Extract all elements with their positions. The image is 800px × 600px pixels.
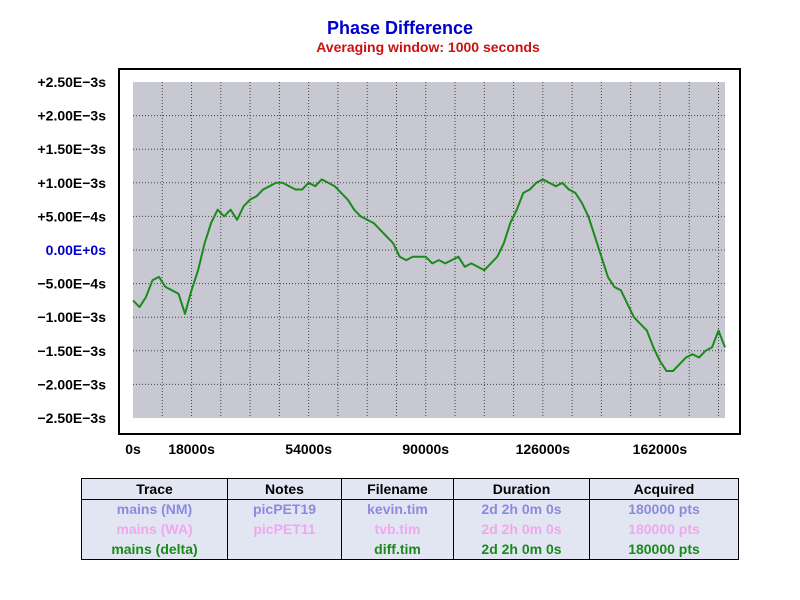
legend-notes: picPET19: [227, 499, 342, 520]
grid-lines: [133, 82, 725, 418]
legend-acquired: 180000 pts: [589, 539, 739, 560]
legend-filename: diff.tim: [341, 539, 454, 560]
legend-row: mains (NM) picPET19 kevin.tim 2d 2h 0m 0…: [82, 499, 739, 520]
y-tick-label: +5.00E−4s: [37, 208, 106, 224]
legend-duration: 2d 2h 0m 0s: [453, 499, 590, 520]
y-tick-label: −2.00E−3s: [37, 376, 106, 392]
legend-acquired: 180000 pts: [589, 499, 739, 520]
legend-notes: picPET11: [227, 519, 342, 540]
x-axis-tick-labels: 0s 18000s 54000s 90000s 126000s 162000s: [125, 441, 687, 457]
y-tick-label: −5.00E−4s: [37, 276, 106, 292]
legend-notes: [227, 539, 342, 560]
y-axis-tick-labels: +2.50E−3s +2.00E−3s +1.50E−3s +1.00E−3s +5.0…: [37, 74, 106, 426]
header-notes: Notes: [227, 478, 342, 500]
legend-row: mains (delta) diff.tim 2d 2h 0m 0s 18000…: [82, 539, 739, 560]
legend-header-row: Trace Notes Filename Duration Acquired: [81, 478, 739, 500]
phase-difference-chart: +2.50E−3s +2.00E−3s +1.50E−3s +1.00E−3s +5.0…: [37, 68, 741, 457]
plot-area: [133, 82, 725, 418]
legend-filename: kevin.tim: [341, 499, 454, 520]
x-tick-label: 126000s: [516, 441, 571, 457]
legend-duration: 2d 2h 0m 0s: [453, 519, 590, 540]
trace-legend-table: Trace Notes Filename Duration Acquired m…: [81, 478, 739, 560]
x-tick-label: 90000s: [402, 441, 449, 457]
y-tick-label: +1.50E−3s: [37, 141, 106, 157]
x-tick-label: 18000s: [168, 441, 215, 457]
legend-duration: 2d 2h 0m 0s: [453, 539, 590, 560]
header-trace: Trace: [81, 478, 228, 500]
x-tick-label: 54000s: [285, 441, 332, 457]
y-tick-label: +2.50E−3s: [37, 74, 106, 90]
chart-title: Phase Difference: [326, 18, 474, 38]
y-tick-label: −1.00E−3s: [37, 309, 106, 325]
header-acquired: Acquired: [589, 478, 739, 500]
legend-acquired: 180000 pts: [589, 519, 739, 540]
x-tick-label: 0s: [125, 441, 141, 457]
legend-trace: mains (NM): [116, 501, 193, 518]
y-tick-label: −2.50E−3s: [37, 410, 106, 426]
legend-trace: mains (WA): [116, 520, 193, 537]
header-filename: Filename: [341, 478, 454, 500]
legend-trace: mains (delta): [111, 540, 198, 557]
y-tick-label: +2.00E−3s: [37, 108, 106, 124]
header-duration: Duration: [453, 478, 590, 500]
series-lines: [132, 178, 726, 372]
legend-row: mains (WA) picPET11 tvb.tim 2d 2h 0m 0s …: [82, 519, 739, 540]
y-tick-label: −1.50E−3s: [37, 343, 106, 359]
series-line-mains-delta: [132, 178, 726, 372]
legend-filename: tvb.tim: [341, 519, 454, 540]
x-tick-label: 162000s: [633, 441, 688, 457]
y-tick-label: +1.00E−3s: [37, 175, 106, 191]
chart-subtitle: Averaging window: 1000 seconds: [316, 39, 540, 55]
y-tick-label: 0.00E+0s: [46, 242, 107, 258]
